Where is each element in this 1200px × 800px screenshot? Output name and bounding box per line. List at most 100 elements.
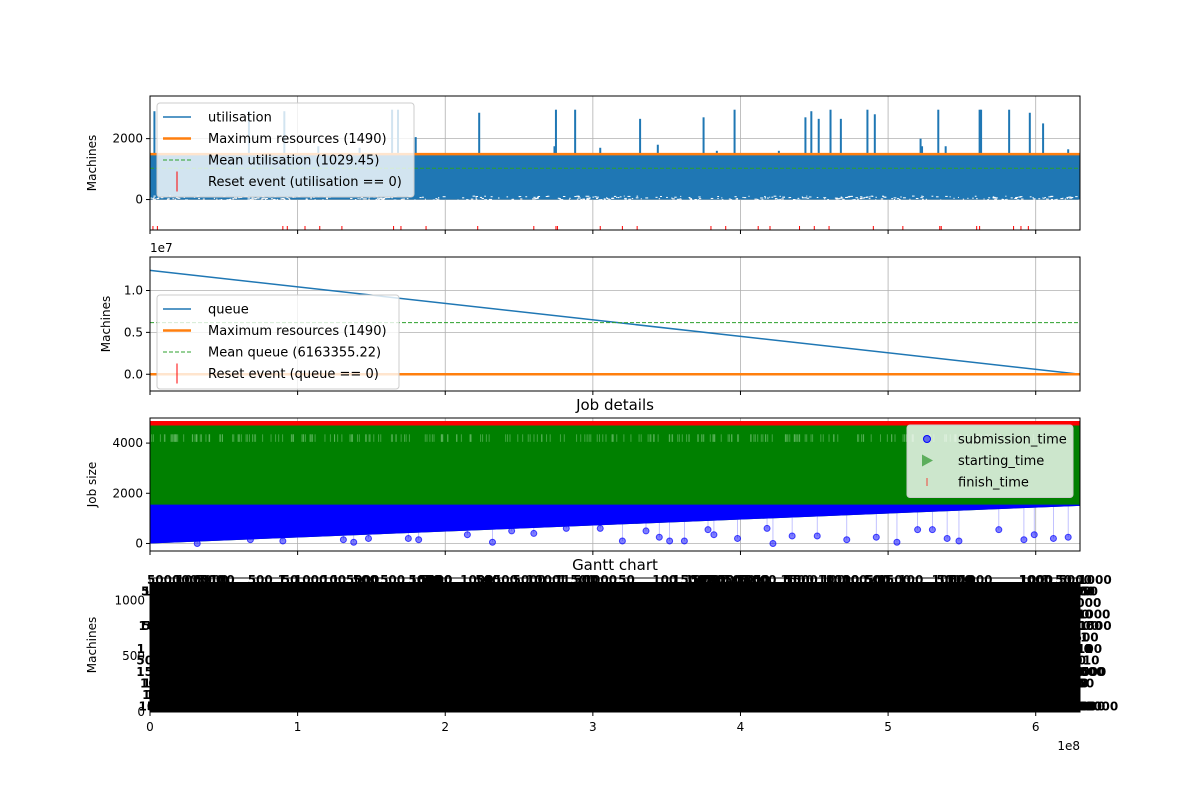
- utilisation-dip: [801, 197, 805, 199]
- utilisation-dip: [736, 198, 738, 200]
- utilisation-dip: [915, 198, 919, 200]
- legend-label: Maximum resources (1490): [208, 132, 387, 147]
- utilisation-dip: [893, 199, 896, 201]
- utilisation-dip: [801, 196, 803, 198]
- utilisation-dip: [262, 197, 266, 199]
- submission-point: [508, 527, 516, 535]
- utilisation-dip: [689, 198, 692, 200]
- submission-point: [1020, 536, 1028, 544]
- utilisation-dip: [582, 198, 586, 200]
- gantt-overlap-text: 1: [558, 573, 566, 587]
- utilisation-dip: [177, 197, 181, 199]
- y-axis-label: Job size: [85, 462, 99, 509]
- gantt-overlap-text: 1500: [1073, 665, 1106, 679]
- utilisation-dip: [265, 197, 268, 199]
- submission-point: [404, 534, 412, 542]
- x-tick-label: 5: [884, 720, 892, 734]
- utilisation-dip: [983, 198, 985, 200]
- utilisation-dip: [698, 198, 702, 200]
- utilisation-dip: [893, 197, 897, 199]
- utilisation-dip: [680, 195, 682, 197]
- utilisation-dip: [1071, 196, 1073, 198]
- utilisation-dip: [533, 198, 537, 200]
- utilisation-dip: [851, 195, 853, 197]
- y-offset-label: 1e7: [150, 241, 173, 255]
- gantt-overlap-text: 50: [1077, 677, 1094, 691]
- utilisation-dip: [437, 198, 440, 200]
- utilisation-dip: [898, 199, 901, 201]
- utilisation-dip: [588, 197, 591, 199]
- utilisation-dip: [875, 196, 877, 198]
- y-tick-label: 0.5: [124, 325, 143, 339]
- utilisation-dip: [1006, 198, 1008, 200]
- utilisation-dip: [1042, 197, 1044, 199]
- utilisation-dip: [153, 198, 157, 200]
- utilisation-dip: [598, 199, 600, 201]
- submission-point: [655, 533, 663, 541]
- utilisation-dip: [281, 198, 285, 200]
- utilisation-dip: [773, 195, 777, 197]
- utilisation-dip: [797, 197, 800, 199]
- utilisation-dip: [922, 198, 924, 200]
- y-axis-label: Machines: [85, 135, 99, 191]
- utilisation-dip: [697, 199, 700, 201]
- utilisation-dip: [900, 196, 902, 198]
- utilisation-dip: [676, 198, 680, 200]
- utilisation-dip: [1050, 198, 1054, 200]
- utilisation-dip: [757, 199, 759, 201]
- utilisation-dip: [774, 198, 778, 200]
- utilisation-dip: [376, 199, 379, 201]
- utilisation-dip: [861, 197, 864, 199]
- utilisation-dip: [511, 198, 515, 200]
- utilisation-dip: [945, 195, 948, 197]
- submission-point: [193, 539, 201, 547]
- utilisation-dip: [472, 195, 476, 197]
- legend-box: [906, 424, 1074, 498]
- gantt-overlap-text: 1: [1080, 631, 1088, 645]
- utilisation-dip: [607, 198, 610, 200]
- utilisation-dip: [742, 196, 744, 198]
- utilisation-dip: [232, 198, 234, 200]
- utilisation-dip: [490, 196, 493, 198]
- utilisation-dip: [604, 198, 606, 200]
- utilisation-dip: [536, 196, 539, 198]
- y-axis-label: Machines: [99, 296, 113, 352]
- submission-point: [618, 537, 626, 545]
- utilisation-dip: [859, 196, 863, 198]
- utilisation-dip: [735, 198, 739, 200]
- utilisation-dip: [251, 197, 254, 199]
- utilisation-dip: [940, 199, 942, 201]
- utilisation-dip: [364, 198, 367, 200]
- utilisation-dip: [1066, 196, 1069, 198]
- utilisation-dip: [326, 198, 328, 200]
- utilisation-dip: [624, 197, 627, 199]
- submission-point: [769, 539, 777, 547]
- utilisation-dip: [1054, 199, 1058, 201]
- utilisation-dip: [823, 197, 827, 199]
- utilisation-dip: [314, 199, 316, 201]
- utilisation-dip: [1068, 196, 1072, 198]
- utilisation-dip: [808, 196, 812, 198]
- utilisation-dip: [475, 197, 477, 199]
- legend-label: Reset event (utilisation == 0): [208, 175, 402, 190]
- utilisation-dip: [1016, 196, 1018, 198]
- legend-label: starting_time: [958, 454, 1044, 469]
- submission-point: [872, 533, 880, 541]
- utilisation-dip: [854, 199, 856, 201]
- utilisation-dip: [891, 198, 894, 200]
- utilisation-dip: [286, 197, 289, 199]
- utilisation-dip: [797, 199, 801, 201]
- utilisation-dip: [310, 197, 313, 199]
- utilisation-dip: [525, 196, 528, 198]
- utilisation-dip: [247, 197, 251, 199]
- utilisation-dip: [766, 197, 769, 199]
- utilisation-dip: [1001, 198, 1004, 200]
- utilisation-dip: [1078, 199, 1080, 201]
- submission-point: [813, 532, 821, 540]
- y-tick-label: 4000: [112, 436, 143, 450]
- submission-point: [246, 536, 254, 544]
- submission-point: [710, 531, 718, 539]
- utilisation-dip: [424, 198, 426, 200]
- utilisation-dip: [760, 197, 764, 199]
- utilisation-dip: [400, 198, 404, 200]
